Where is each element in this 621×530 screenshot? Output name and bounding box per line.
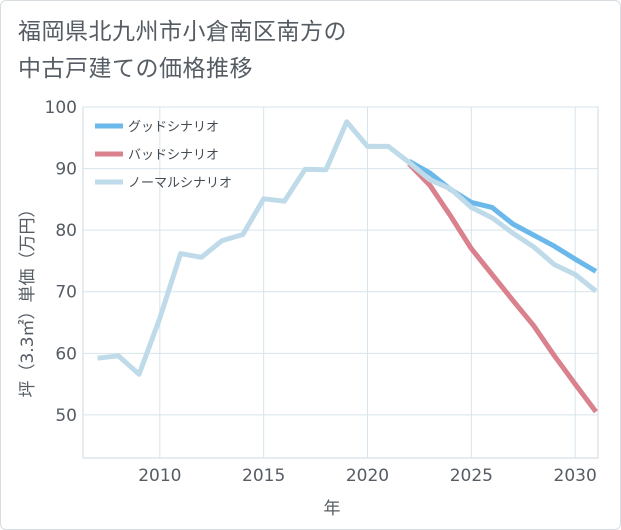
series-line-2 [97, 119, 598, 377]
y-tick-label: 90 [55, 160, 77, 180]
legend-label-1: バッドシナリオ [128, 148, 219, 163]
x-tick-label: 2010 [138, 466, 181, 486]
grid-lines [83, 106, 598, 458]
series-line-0 [407, 159, 598, 274]
y-tick-label: 70 [55, 283, 77, 303]
y-tick-label: 60 [55, 344, 77, 364]
y-tick-labels: 50 60 70 80 90 100 [45, 98, 77, 426]
chart-title-line2: 中古戸建ての価格推移 [18, 56, 253, 82]
x-tick-labels: 2010 2015 2020 2025 2030 [138, 466, 597, 486]
x-tick-label: 2030 [554, 466, 597, 486]
series-layer [97, 119, 598, 414]
x-tick-label: 2015 [242, 466, 285, 486]
y-tick-label: 50 [55, 406, 77, 426]
chart-title: 福岡県北九州市小倉南区南方の 中古戸建ての価格推移 [18, 14, 438, 88]
x-tick-label: 2025 [450, 466, 493, 486]
legend-label-0: グッドシナリオ [128, 120, 219, 135]
series-line-1 [407, 161, 598, 414]
y-tick-label: 80 [55, 221, 77, 241]
x-tick-label: 2020 [346, 466, 389, 486]
y-axis-label: 坪（3.3㎡）単価（万円） [18, 200, 38, 397]
legend-label-2: ノーマルシナリオ [128, 176, 232, 191]
y-tick-label: 100 [45, 98, 77, 118]
chart-title-line1: 福岡県北九州市小倉南区南方の [18, 19, 347, 45]
x-axis-label: 年 [324, 499, 341, 519]
